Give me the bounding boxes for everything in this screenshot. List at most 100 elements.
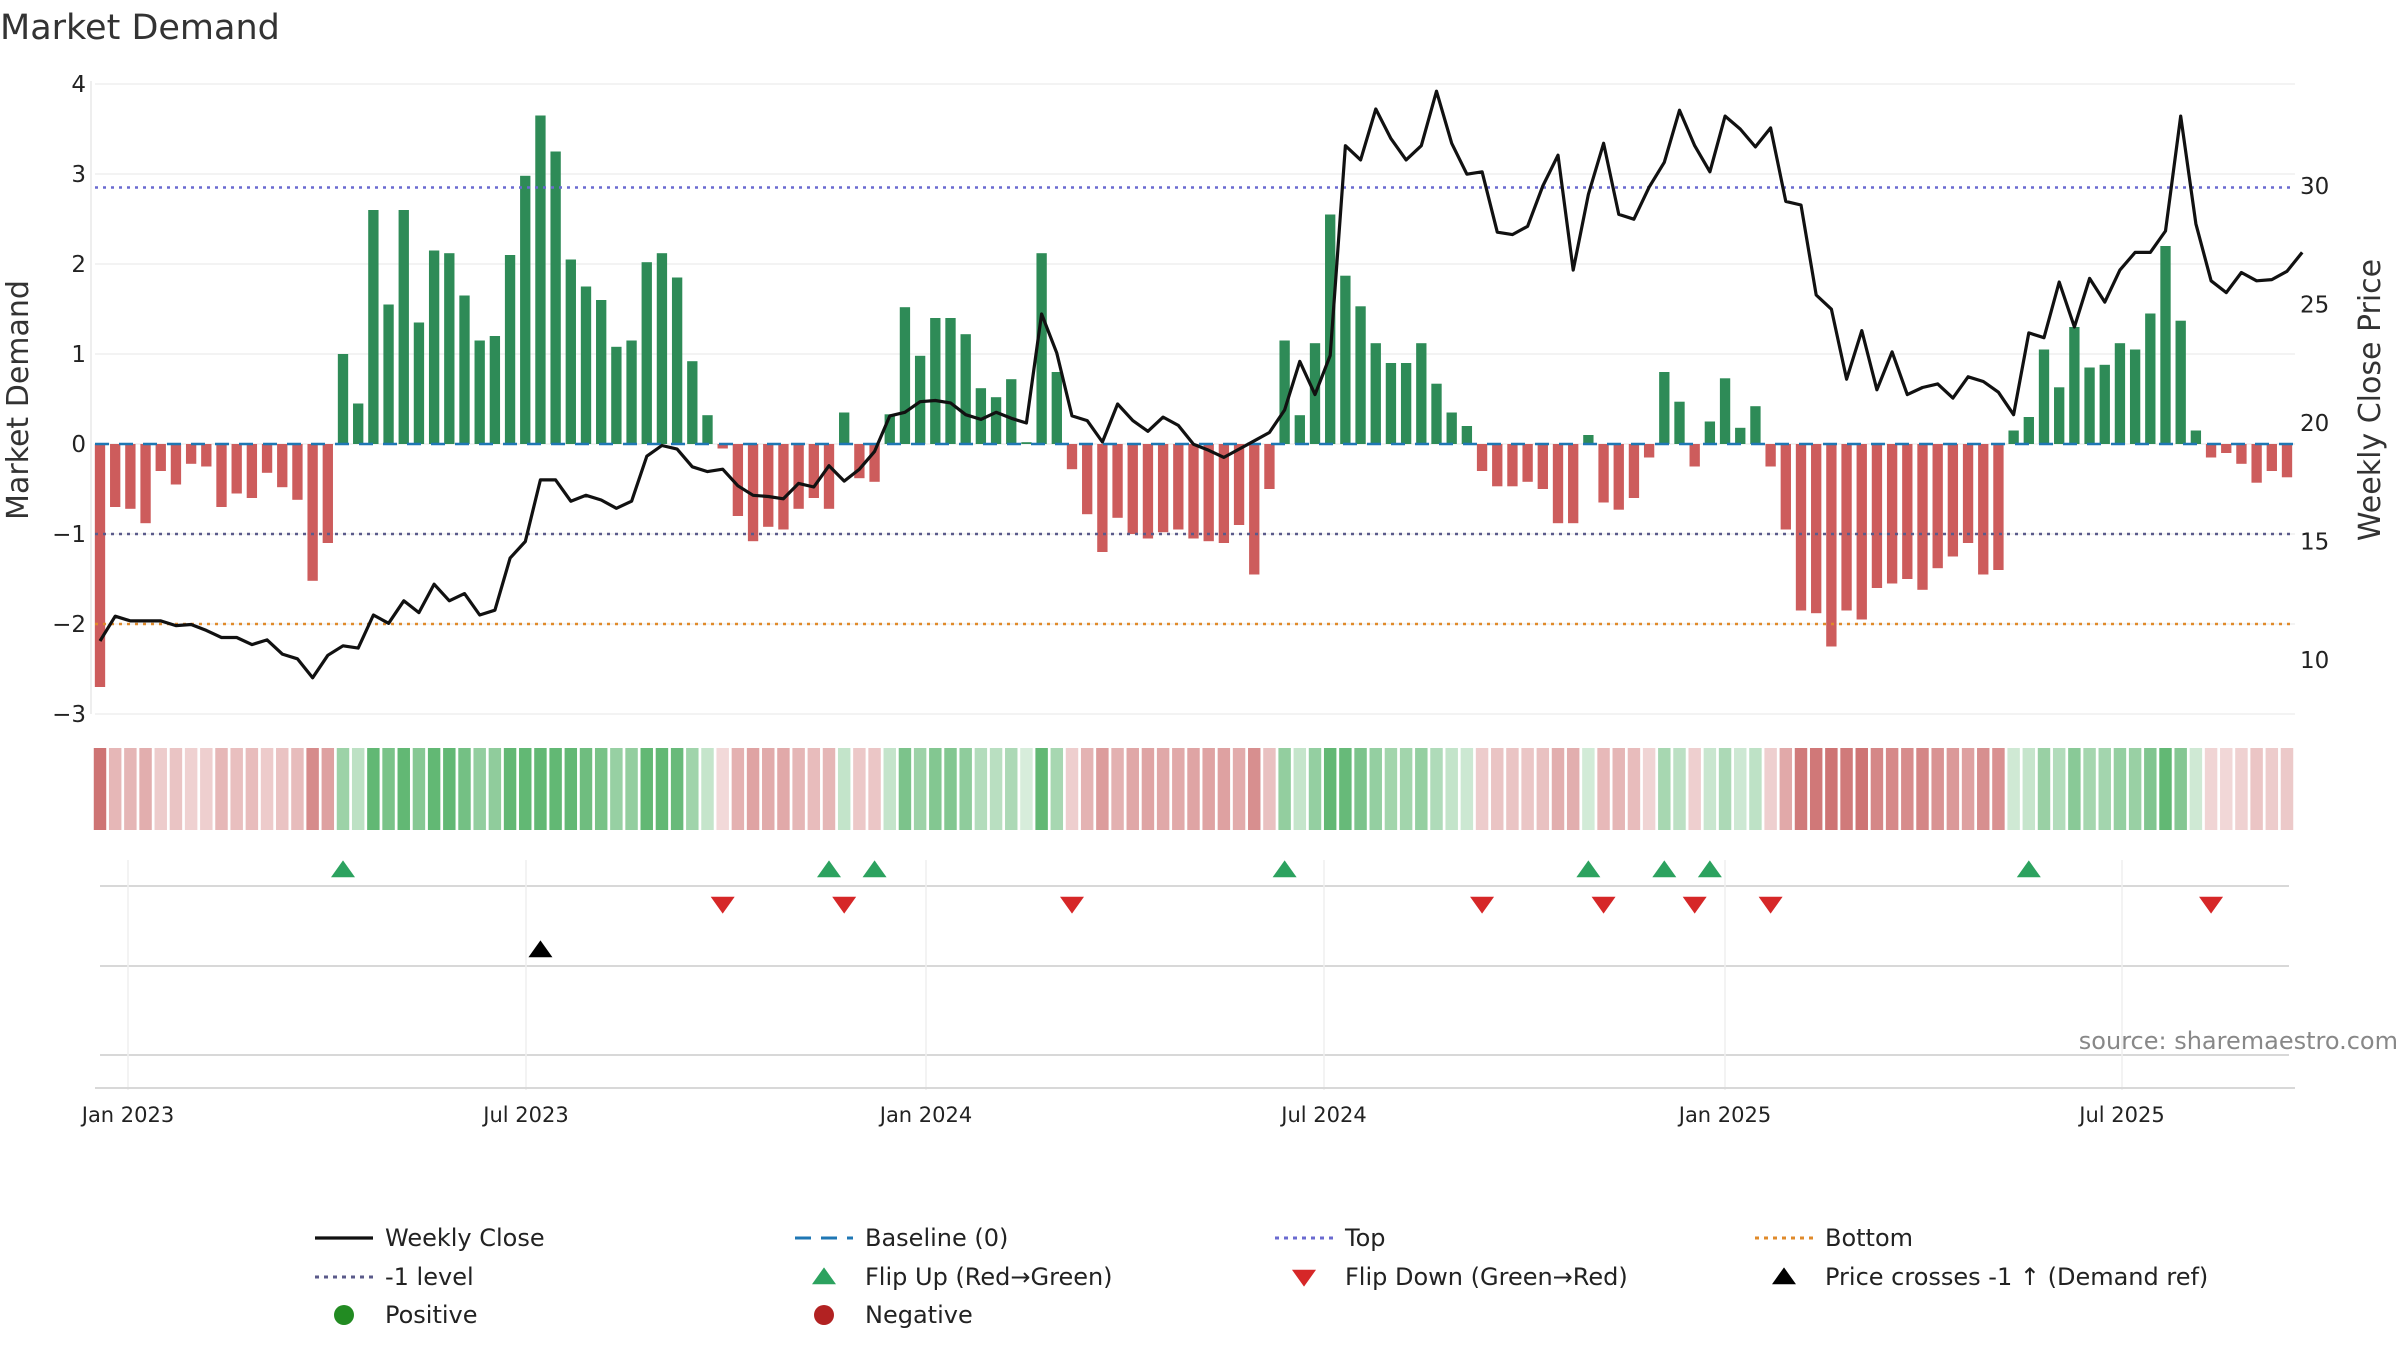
heat-cell-38 (670, 748, 684, 830)
heat-cell-5 (169, 748, 183, 830)
demand-bar-18 (368, 210, 379, 444)
heat-cell-15 (321, 748, 335, 830)
heat-cell-41 (716, 748, 729, 830)
heat-cell-69 (1141, 748, 1155, 830)
demand-bar-66 (1097, 444, 1108, 552)
heat-cell-49 (837, 748, 851, 830)
x-tick-4: Jan 2025 (1677, 1103, 1772, 1127)
legend-label-2: Top (1344, 1224, 1386, 1252)
demand-bar-79 (1294, 415, 1305, 444)
legend-item-5: Flip Up (Red→Green) (812, 1263, 1113, 1291)
flip-down-marker-0 (710, 896, 735, 914)
demand-bar-137 (2175, 320, 2186, 444)
demand-bar-8 (216, 444, 227, 507)
heat-cell-129 (2052, 748, 2066, 830)
legend-item-4: -1 level (315, 1263, 474, 1291)
heat-cell-87 (1415, 748, 1428, 830)
heat-cell-50 (853, 748, 866, 830)
heat-cell-68 (1126, 748, 1139, 830)
demand-bar-43 (747, 444, 759, 542)
legend-swatch-9 (814, 1305, 834, 1325)
demand-bar-62 (1036, 253, 1047, 444)
flip-down-marker-4 (1591, 896, 1616, 914)
demand-bar-110 (1765, 444, 1776, 467)
heat-cell-119 (1901, 748, 1914, 830)
y2-tick-0: 30 (2300, 174, 2329, 200)
demand-bar-49 (839, 412, 850, 444)
source-label: source: sharemaestro.com (2079, 1027, 2398, 1055)
heat-cell-118 (1885, 748, 1899, 830)
y-axis-ticks: 4 3 2 1 0 −1 −2 −3 (52, 72, 86, 728)
legend: Weekly Close Baseline (0) Top Bottom -1 leve… (315, 1224, 2208, 1329)
demand-bar-2 (125, 444, 136, 509)
heat-cell-81 (1323, 748, 1337, 830)
heat-cell-34 (610, 748, 623, 830)
heat-cell-40 (701, 748, 714, 830)
heat-cell-59 (989, 748, 1003, 830)
demand-bar-97 (1568, 444, 1579, 524)
y-tick-0: 4 (71, 72, 86, 98)
heat-cell-54 (913, 748, 927, 830)
flip-down-marker-3 (1470, 896, 1495, 914)
heat-cell-33 (594, 748, 608, 830)
demand-bar-89 (1446, 412, 1457, 444)
heat-cell-98 (1582, 748, 1595, 830)
demand-bar-107 (1719, 378, 1731, 444)
heat-cell-90 (1460, 748, 1474, 830)
heat-cell-91 (1475, 748, 1489, 830)
heat-cell-24 (458, 748, 471, 830)
demand-bar-100 (1613, 444, 1624, 510)
flip-up-marker-6 (1697, 860, 1722, 878)
demand-bar-86 (1400, 363, 1412, 444)
y2-tick-3: 15 (2300, 530, 2329, 556)
demand-bar-139 (2205, 444, 2217, 458)
heat-cell-134 (2128, 748, 2142, 830)
heat-cell-110 (1764, 748, 1777, 830)
heat-cell-37 (655, 748, 669, 830)
heat-cell-45 (777, 748, 790, 830)
demand-bar-67 (1112, 444, 1123, 518)
heat-cell-32 (579, 748, 593, 830)
heat-cell-70 (1156, 748, 1170, 830)
flip-up-marker-3 (1272, 860, 1297, 878)
demand-bar-42 (732, 444, 744, 516)
heat-cell-127 (2022, 748, 2036, 830)
heat-cell-124 (1977, 748, 1990, 830)
heat-cell-88 (1430, 748, 1443, 830)
demand-bar-99 (1598, 444, 1609, 503)
demand-bar-60 (1006, 379, 1017, 444)
demand-bar-16 (337, 354, 349, 444)
heat-cell-23 (443, 748, 456, 830)
heat-cell-125 (1992, 748, 2005, 830)
flip-up-marker-5 (1652, 860, 1677, 878)
y-tick-5: −1 (52, 522, 86, 548)
heat-cell-107 (1718, 748, 1732, 830)
heat-cell-105 (1688, 748, 1701, 830)
demand-bar-73 (1203, 444, 1214, 542)
demand-bar-96 (1552, 444, 1564, 524)
heat-cell-100 (1612, 748, 1625, 830)
heat-cell-19 (382, 748, 395, 830)
demand-bar-53 (899, 307, 911, 444)
demand-bar-41 (717, 444, 728, 449)
heat-cell-51 (868, 748, 881, 830)
y2-axis-label: Weekly Close Price (2353, 259, 2388, 541)
heat-cell-104 (1673, 748, 1686, 830)
demand-bar-125 (1993, 444, 2004, 570)
legend-swatch-5 (812, 1267, 836, 1285)
demand-bar-83 (1355, 306, 1366, 444)
heat-cell-46 (792, 748, 805, 830)
demand-bar-144 (2281, 444, 2293, 478)
demand-bar-119 (1902, 444, 1913, 579)
x-tick-3: Jul 2024 (1279, 1103, 1366, 1127)
demand-bar-28 (520, 175, 531, 445)
heat-cell-122 (1946, 748, 1960, 830)
legend-item-0: Weekly Close (315, 1224, 545, 1252)
flip-up-marker-2 (862, 860, 887, 878)
flip-down-marker-5 (1682, 896, 1707, 914)
x-tick-2: Jan 2024 (878, 1103, 973, 1127)
legend-label-3: Bottom (1825, 1224, 1913, 1252)
demand-bar-54 (914, 355, 926, 444)
demand-bar-22 (428, 250, 440, 444)
heat-cell-128 (2037, 748, 2051, 830)
